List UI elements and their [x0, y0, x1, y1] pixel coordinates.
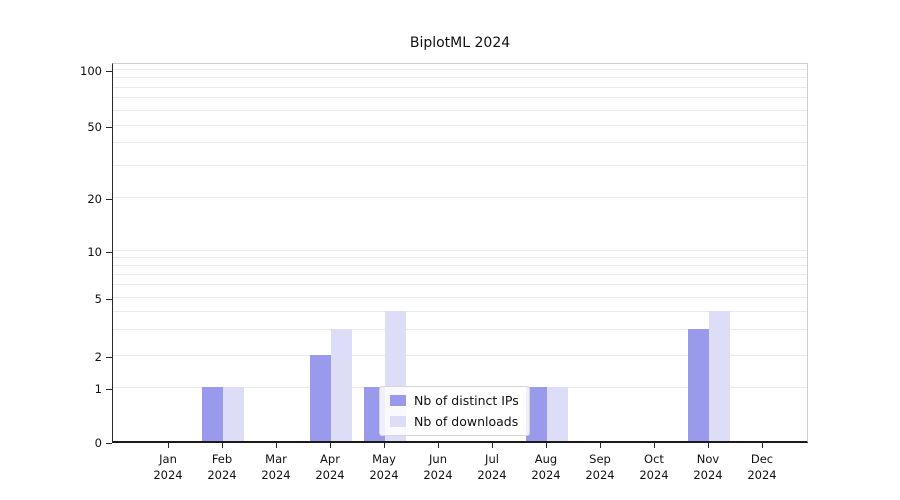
- gridline-y-6: [113, 284, 807, 286]
- legend-item-downloads: Nb of downloads: [390, 414, 519, 429]
- y-tick-label-1: 1: [94, 382, 102, 396]
- chart-title: BiplotML 2024: [409, 35, 511, 51]
- y-tick-mark-100: [106, 71, 112, 72]
- legend-swatch-distinct-ips: [390, 395, 406, 406]
- gridline-y-60: [113, 109, 807, 111]
- x-tick-mark-oct: [654, 443, 655, 448]
- y-tick-mark-1: [106, 389, 112, 390]
- bar-downloads-apr: [331, 329, 352, 441]
- gridline-y-40: [113, 142, 807, 144]
- legend-label-downloads: Nb of downloads: [414, 414, 519, 429]
- x-tick-label-apr: Apr 2024: [315, 452, 345, 483]
- y-tick-label-50: 50: [87, 120, 102, 134]
- y-tick-mark-20: [106, 199, 112, 200]
- x-tick-mark-aug: [546, 443, 547, 448]
- bar-downloads-nov: [709, 311, 730, 441]
- bar-distinct-ips-nov: [688, 329, 709, 441]
- gridline-y-5: [113, 296, 807, 298]
- x-tick-label-oct: Oct 2024: [639, 452, 669, 483]
- legend: Nb of distinct IPs Nb of downloads: [379, 386, 530, 436]
- x-tick-label-nov: Nov 2024: [693, 452, 723, 483]
- x-tick-label-jan: Jan 2024: [153, 452, 183, 483]
- bar-distinct-ips-aug: [526, 387, 547, 441]
- x-tick-mark-jan: [168, 443, 169, 448]
- gridline-y-7: [113, 273, 807, 275]
- gridline-y-20: [113, 196, 807, 198]
- gridline-y-100: [113, 68, 807, 70]
- bar-distinct-ips-feb: [202, 387, 223, 441]
- x-tick-label-mar: Mar 2024: [261, 452, 291, 483]
- x-tick-label-dec: Dec 2024: [747, 452, 777, 483]
- y-tick-mark-5: [106, 299, 112, 300]
- y-tick-mark-10: [106, 252, 112, 253]
- x-tick-mark-apr: [330, 443, 331, 448]
- x-tick-label-jul: Jul 2024: [477, 452, 507, 483]
- legend-item-distinct-ips: Nb of distinct IPs: [390, 393, 519, 408]
- plot-area: [112, 63, 808, 443]
- gridline-y-4: [113, 310, 807, 312]
- y-tick-mark-50: [106, 127, 112, 128]
- x-tick-mark-dec: [762, 443, 763, 448]
- legend-label-distinct-ips: Nb of distinct IPs: [414, 393, 519, 408]
- x-tick-mark-jun: [438, 443, 439, 448]
- gridline-y-50: [113, 124, 807, 126]
- gridline-y-30: [113, 164, 807, 166]
- gridline-y-3: [113, 328, 807, 330]
- gridline-y-80: [113, 86, 807, 88]
- x-tick-mark-jul: [492, 443, 493, 448]
- x-tick-mark-mar: [276, 443, 277, 448]
- bar-downloads-aug: [547, 387, 568, 441]
- x-tick-label-sep: Sep 2024: [585, 452, 615, 483]
- gridline-y-70: [113, 97, 807, 99]
- x-tick-mark-nov: [708, 443, 709, 448]
- x-tick-label-may: May 2024: [369, 452, 399, 483]
- y-tick-mark-0: [106, 443, 112, 444]
- x-tick-mark-may: [384, 443, 385, 448]
- y-tick-label-20: 20: [87, 192, 102, 206]
- x-tick-label-aug: Aug 2024: [531, 452, 561, 483]
- y-tick-mark-2: [106, 357, 112, 358]
- gridline-y-9: [113, 256, 807, 258]
- x-tick-mark-sep: [600, 443, 601, 448]
- bar-downloads-feb: [223, 387, 244, 441]
- gridline-y-8: [113, 264, 807, 266]
- x-tick-mark-feb: [222, 443, 223, 448]
- bar-distinct-ips-apr: [310, 355, 331, 441]
- y-tick-label-10: 10: [87, 245, 102, 259]
- legend-swatch-downloads: [390, 416, 406, 427]
- y-tick-label-2: 2: [94, 350, 102, 364]
- y-tick-label-0: 0: [94, 436, 102, 450]
- gridline-y-90: [113, 77, 807, 79]
- x-tick-label-feb: Feb 2024: [207, 452, 237, 483]
- y-tick-label-100: 100: [80, 64, 102, 78]
- gridline-y-10: [113, 249, 807, 251]
- gridline-y-2: [113, 354, 807, 356]
- x-tick-label-jun: Jun 2024: [423, 452, 453, 483]
- y-tick-label-5: 5: [94, 292, 102, 306]
